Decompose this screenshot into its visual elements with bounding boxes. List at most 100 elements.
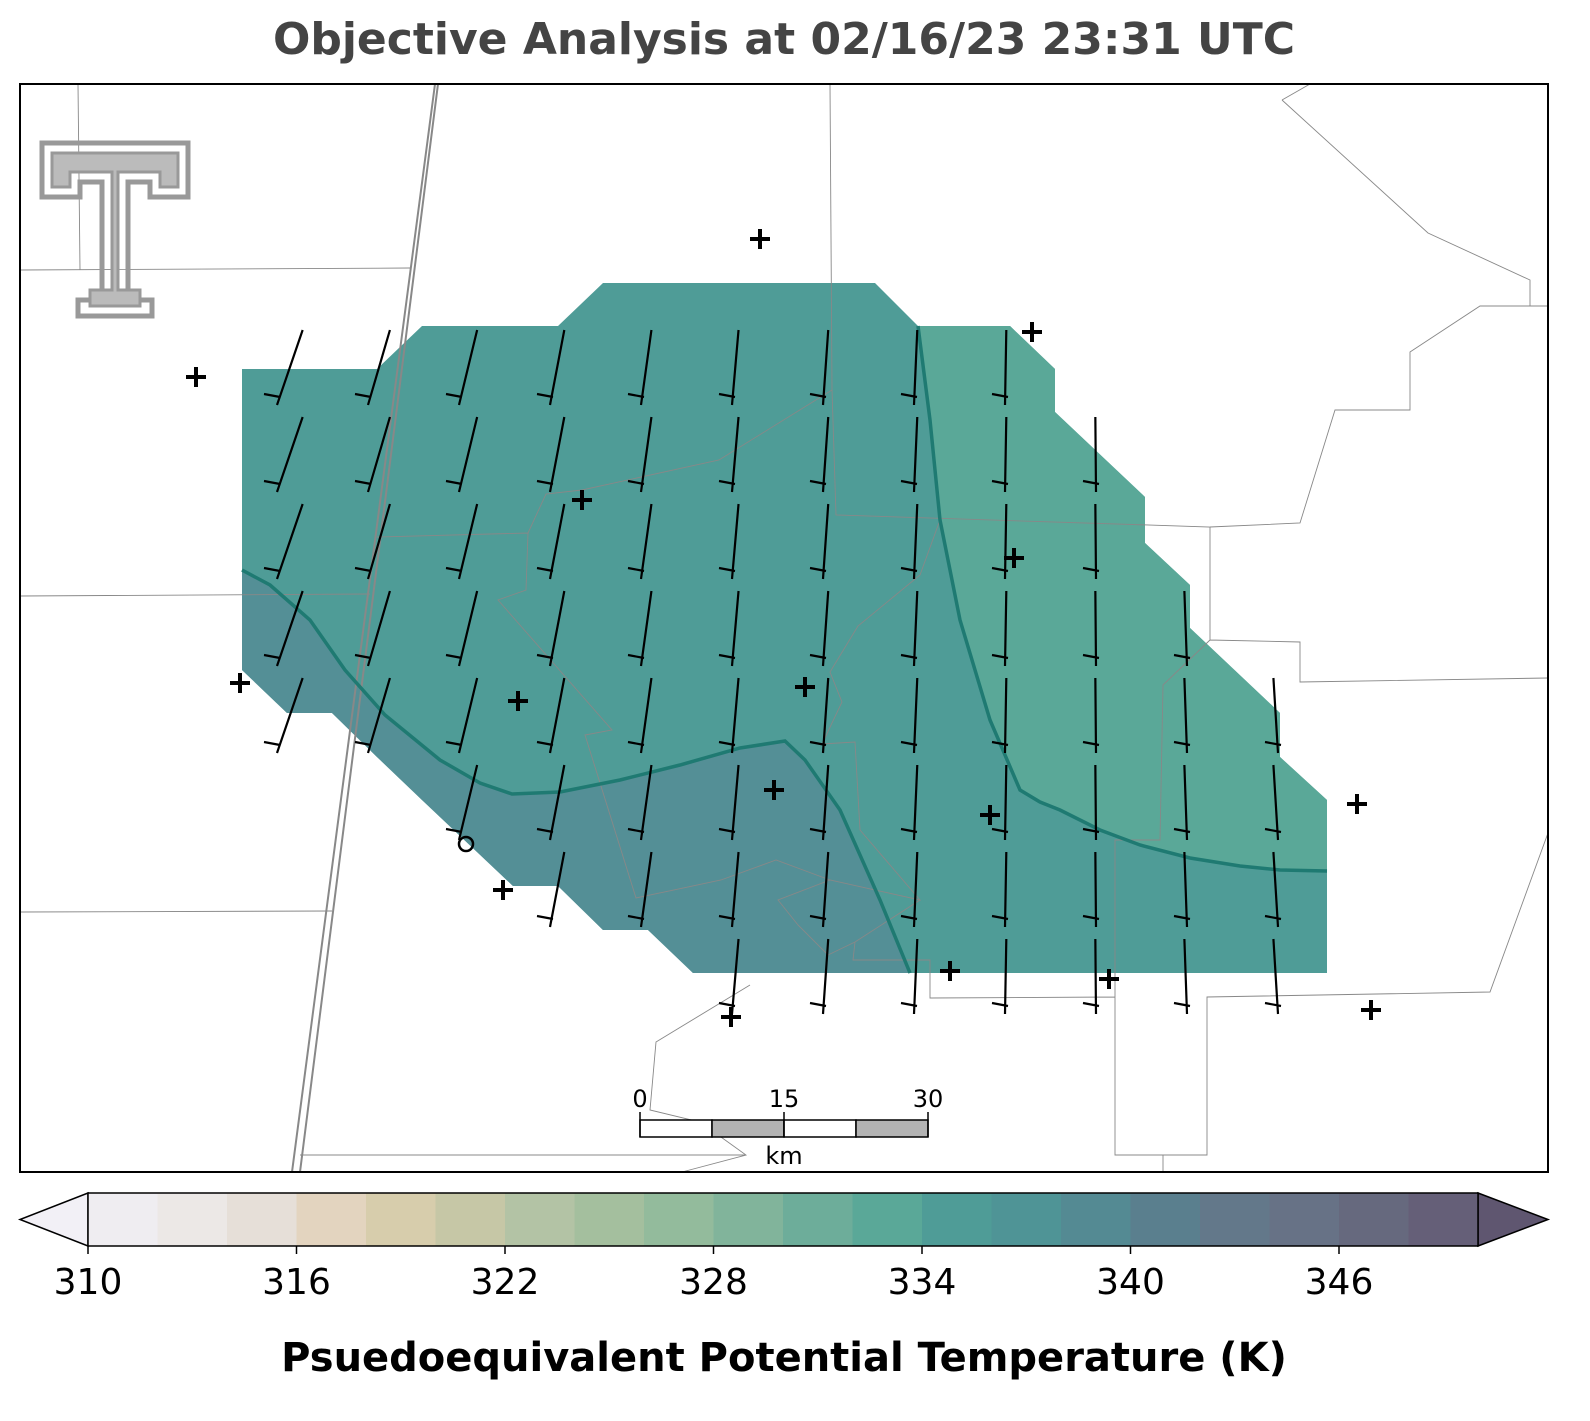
wind-barb [991,416,1009,493]
colorbar-segment [644,1193,714,1246]
wind-barbs [263,329,1282,1015]
colorbar-segment [713,1193,784,1246]
wind-barb [900,677,919,754]
wind-barb [536,851,566,928]
wind-barb [718,677,740,754]
wind-barb [809,938,830,1015]
station [721,1007,741,1027]
colorbar-tick-label: 334 [888,1262,957,1303]
scale-segment [783,1119,857,1138]
contour-line [916,325,1328,873]
colorbar-extend-high [1477,1191,1551,1248]
wind-barb [718,590,740,667]
wind-barb [1082,938,1100,1015]
wind-barb [354,677,391,754]
wind-barb [627,416,653,493]
station [764,780,784,800]
wind-barb [718,938,740,1015]
theta-e-fill-low [918,326,1327,871]
wind-barb [536,416,566,493]
wind-barb [809,764,830,841]
station [1347,794,1367,814]
station [493,880,513,900]
station [795,677,815,697]
wind-barb [627,851,653,928]
scale-tick-label: 30 [913,1085,944,1113]
wind-barb [445,416,479,493]
wind-barb [991,503,1009,580]
wind-barb [1173,677,1191,754]
wind-barb [809,416,830,493]
wind-barb [536,329,566,406]
colorbar-tick-label: 346 [1305,1262,1374,1303]
wind-barb [263,677,304,754]
scale-segment [711,1119,785,1138]
station [1022,322,1042,342]
colorbar-tick-label: 340 [1096,1262,1165,1303]
colorbar-extend-low [17,1191,89,1248]
colorbar: 310 316 322 328 334 340 346 [17,1191,1551,1303]
station [940,961,960,981]
wind-barb [809,503,830,580]
map [19,83,1549,1173]
colorbar-tick-label: 328 [679,1262,748,1303]
wind-barb [445,764,479,841]
wind-barb [536,503,566,580]
wind-barb [718,329,740,406]
wind-barb [1173,764,1191,841]
station [230,673,250,693]
station [750,229,770,249]
colorbar-segment [88,1193,158,1246]
station [508,691,528,711]
wind-barb [627,590,653,667]
wind-barb [900,416,919,493]
wind-barb [991,764,1009,841]
wind-barb [991,329,1009,406]
station [186,367,206,387]
scale-unit: km [765,1142,802,1170]
wind-barb [900,764,919,841]
colorbar-tick-label: 322 [471,1262,540,1303]
wind-barb [809,329,830,406]
wind-barb [991,590,1009,667]
colorbar-segment [1061,1193,1131,1246]
scale-segment [639,1119,713,1138]
wind-barb [263,416,304,493]
wind-barb [354,590,391,667]
wind-barb [627,764,653,841]
scale-tick-label: 15 [769,1085,800,1113]
wind-barb [263,590,304,667]
wind-barb [1082,764,1100,841]
wind-barb [718,851,740,928]
wind-barb [718,764,740,841]
colorbar-segment [1130,1193,1201,1246]
wind-barb [445,503,479,580]
stations [186,229,1381,1027]
colorbar-segment [783,1193,853,1246]
wind-barb [991,677,1009,754]
wind-barb [627,329,653,406]
wind-barb [536,764,566,841]
wind-barb [445,329,479,406]
station [1099,969,1119,989]
wind-barb [1264,938,1282,1015]
wind-barb [445,677,479,754]
wind-barb [354,329,391,406]
wind-barb [354,416,391,493]
colorbar-segment [505,1193,575,1246]
wind-barb [1082,503,1100,580]
wind-barb [263,503,304,580]
wind-barb [900,938,919,1015]
colorbar-tick-label: 316 [262,1262,331,1303]
wind-barb [991,851,1009,928]
wind-barb [809,677,830,754]
wind-barb [627,677,653,754]
wind-barb [536,590,566,667]
station [1361,1000,1381,1020]
station [980,805,1000,825]
wind-barb [809,851,830,928]
wind-barb [627,503,653,580]
wind-barb [1082,851,1100,928]
wind-barb [263,329,304,406]
